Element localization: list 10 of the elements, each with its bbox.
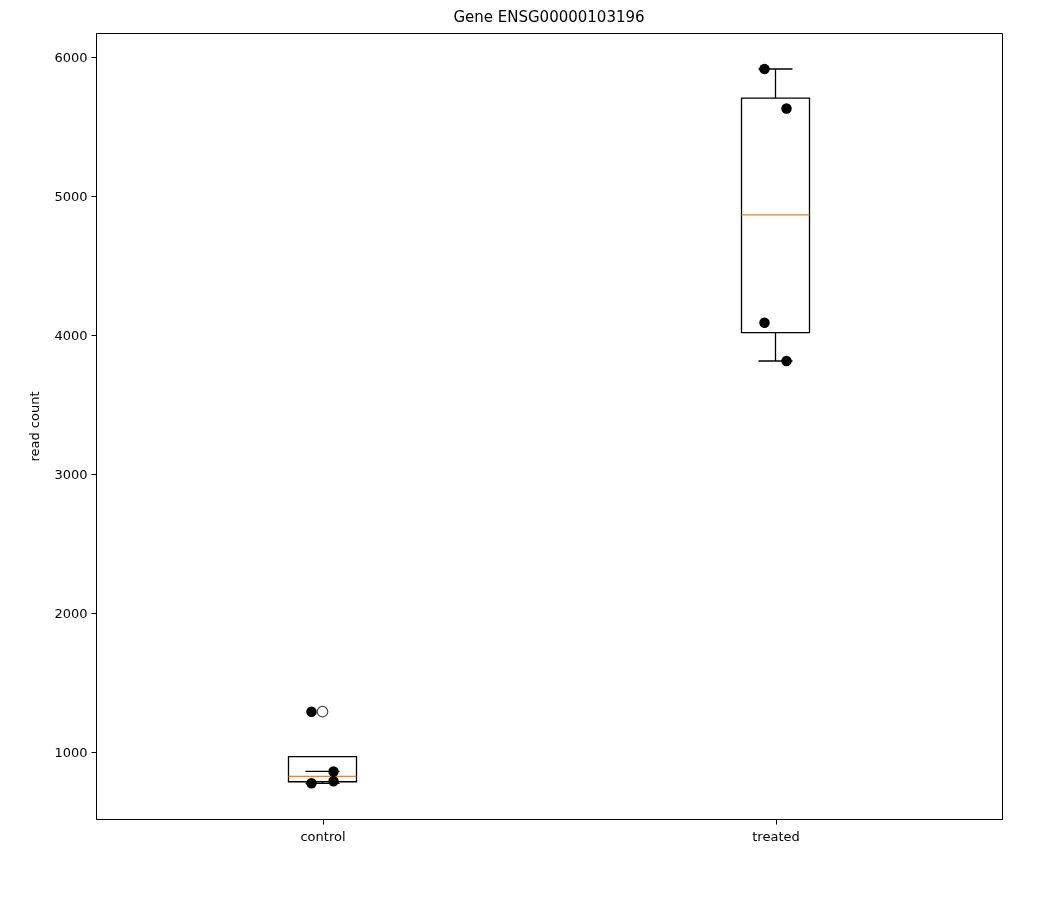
y-tick-label: 4000 [54, 327, 88, 343]
y-tick-label: 3000 [54, 466, 88, 482]
x-tick-label: control [300, 828, 346, 844]
y-tick-label: 1000 [54, 744, 88, 760]
x-tick-label: treated [752, 828, 800, 844]
chart-title: Gene ENSG00000103196 [453, 8, 645, 26]
y-tick-label: 6000 [54, 49, 88, 65]
y-axis-title: read count [27, 391, 43, 462]
y-tick-label: 5000 [54, 188, 88, 204]
y-tick-label: 2000 [54, 605, 88, 621]
